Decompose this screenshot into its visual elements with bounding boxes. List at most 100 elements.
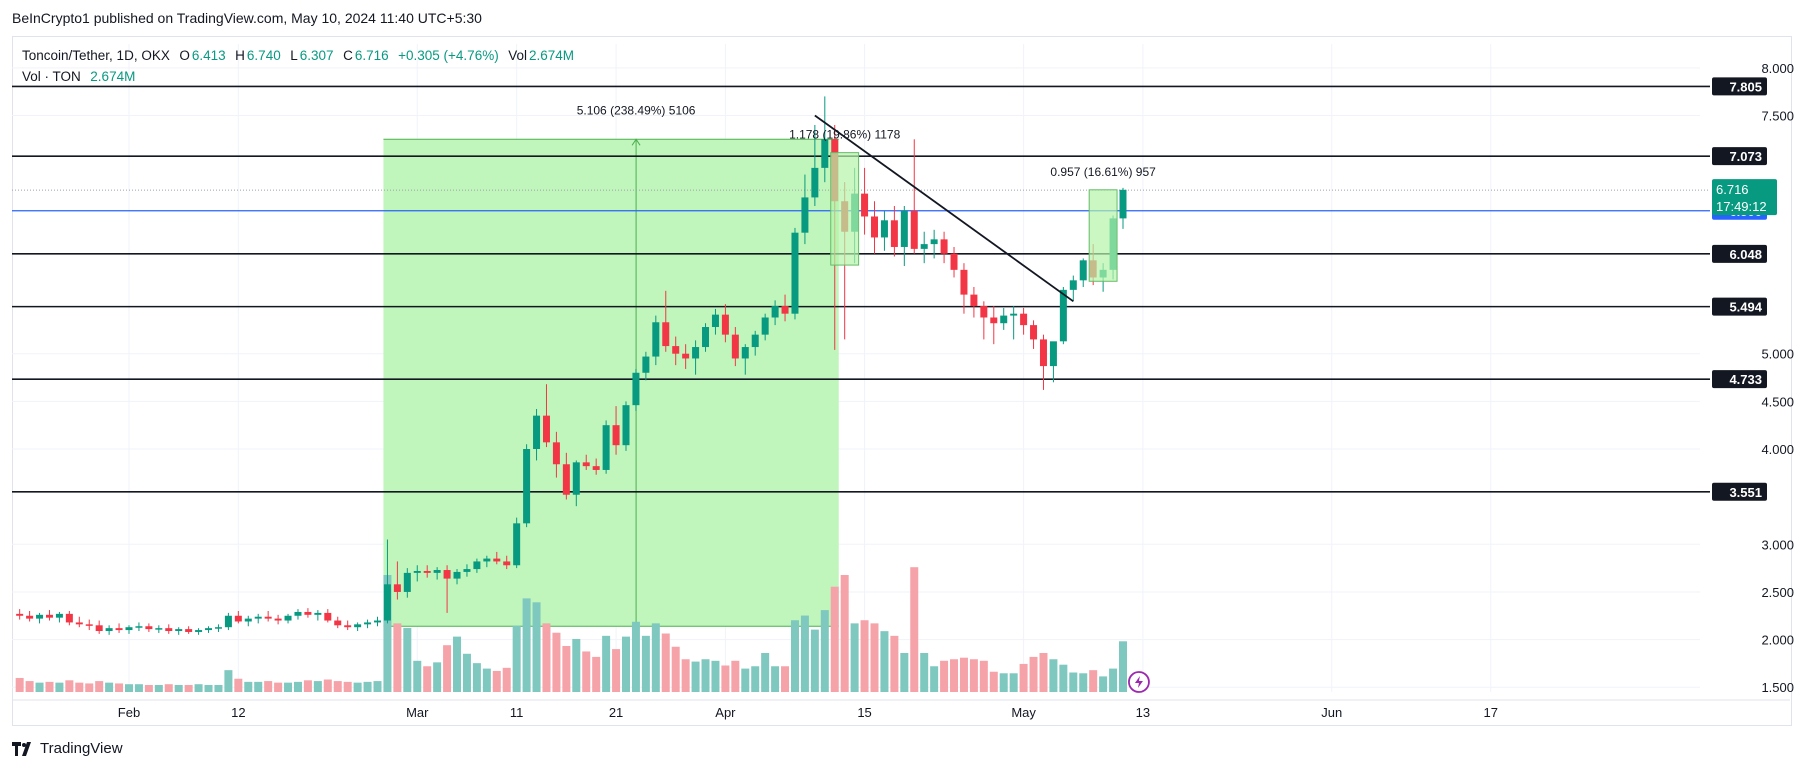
candle-body[interactable] [662,322,670,347]
candle-body[interactable] [234,615,242,622]
measure-box[interactable] [1088,189,1118,282]
candle-body[interactable] [1069,280,1077,290]
candle-body[interactable] [771,306,779,318]
trendline[interactable] [814,114,1074,303]
candle-body[interactable] [702,327,710,348]
candle-body[interactable] [244,618,252,622]
candle-body[interactable] [85,624,93,626]
candle-body[interactable] [910,210,918,249]
candle-body[interactable] [880,220,888,238]
candle-body[interactable] [523,449,531,524]
candle-body[interactable] [45,614,53,618]
candle-body[interactable] [65,613,73,623]
candle-body[interactable] [761,317,769,335]
candle-body[interactable] [393,584,401,592]
candle-body[interactable] [871,216,878,238]
candle-body[interactable] [503,561,511,566]
candle-body[interactable] [264,616,272,619]
candle-body[interactable] [26,615,34,619]
candle-body[interactable] [344,625,352,628]
candle-body[interactable] [214,627,222,629]
candle-body[interactable] [36,614,44,619]
candle-body[interactable] [16,613,24,616]
candle-body[interactable] [692,347,700,359]
candle-body[interactable] [145,626,153,630]
footer-brand[interactable]: TradingView [12,740,123,757]
candle-body[interactable] [453,571,461,579]
candle-body[interactable] [552,442,560,465]
candle-body[interactable] [513,523,521,566]
candle-body[interactable] [1079,260,1087,281]
candle-body[interactable] [55,613,63,618]
candle-body[interactable] [900,210,908,247]
candle-body[interactable] [940,239,948,254]
candle-body[interactable] [354,624,362,628]
candle-body[interactable] [274,618,282,621]
candle-body[interactable] [1039,339,1047,367]
candle-body[interactable] [403,572,411,592]
candle-body[interactable] [284,615,292,621]
candle-body[interactable] [383,584,391,621]
candle-body[interactable] [224,615,232,628]
candle-body[interactable] [75,622,83,625]
candle-body[interactable] [294,611,302,616]
candle-body[interactable] [115,628,123,631]
candle-body[interactable] [205,628,213,631]
candle-body[interactable] [533,415,541,449]
candle-body[interactable] [562,464,570,495]
candle-body[interactable] [632,372,640,406]
candle-body[interactable] [801,197,809,233]
candle-body[interactable] [960,269,968,295]
candle-body[interactable] [920,244,928,249]
candle-body[interactable] [1020,313,1028,326]
candle-body[interactable] [443,570,451,579]
candle-body[interactable] [821,139,829,168]
candle-body[interactable] [364,622,372,625]
candle-body[interactable] [314,612,322,615]
candle-body[interactable] [612,425,620,446]
candle-body[interactable] [125,627,133,631]
candle-body[interactable] [682,353,690,359]
candle-body[interactable] [572,462,580,495]
candle-body[interactable] [672,346,680,354]
candle-body[interactable] [1030,325,1038,340]
candle-body[interactable] [791,232,799,314]
candle-body[interactable] [423,570,431,573]
candle-body[interactable] [1000,315,1008,324]
candle-body[interactable] [473,561,481,570]
candle-body[interactable] [582,462,590,467]
candle-body[interactable] [642,356,650,373]
candle-body[interactable] [890,220,898,247]
candle-body[interactable] [374,620,381,623]
candle-body[interactable] [711,314,719,328]
candle-body[interactable] [1049,341,1057,367]
candle-body[interactable] [861,193,869,217]
candle-body[interactable] [930,239,938,245]
candle-body[interactable] [175,629,183,632]
measure-box[interactable] [830,152,860,266]
candle-body[interactable] [622,405,630,446]
candle-body[interactable] [135,626,143,628]
candle-body[interactable] [254,616,262,619]
candle-body[interactable] [413,570,421,573]
candle-body[interactable] [990,317,998,324]
candle-body[interactable] [592,466,600,470]
candle-body[interactable] [950,253,958,270]
candle-body[interactable] [324,612,332,621]
candle-body[interactable] [155,628,163,630]
candle-body[interactable] [463,569,471,572]
candle-body[interactable] [652,322,660,357]
candle-body[interactable] [741,347,749,359]
candle-body[interactable] [1010,313,1018,316]
candle-body[interactable] [721,314,729,335]
candle-body[interactable] [185,629,193,632]
range-box[interactable] [383,139,839,627]
candle-body[interactable] [751,334,759,348]
candle-body[interactable] [304,611,312,615]
candle-body[interactable] [105,628,113,632]
candle-body[interactable] [781,306,789,314]
candle-body[interactable] [195,630,203,632]
candle-body[interactable] [165,628,173,632]
candle-body[interactable] [483,558,491,562]
